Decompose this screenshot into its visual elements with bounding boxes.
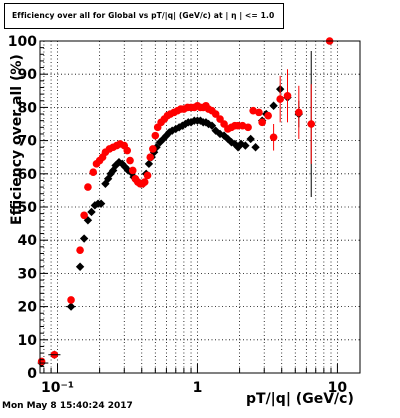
- data-point-black: [219, 131, 229, 140]
- data-point-red: [283, 91, 292, 100]
- y-tick-label: 100: [8, 34, 37, 50]
- data-point-red: [255, 108, 263, 117]
- data-point-black: [118, 159, 127, 169]
- x-tick-label: 10: [328, 380, 348, 396]
- data-point-black: [79, 234, 89, 243]
- title-box: Efficiency over all for Global vs pT/|q|…: [4, 3, 284, 29]
- data-point-red: [143, 171, 152, 180]
- x-axis-label: pT/|q| (GeV/c): [246, 391, 354, 407]
- y-tick-label: 80: [18, 100, 38, 116]
- series-black-diamonds: [37, 50, 316, 368]
- data-point-red: [249, 106, 257, 115]
- x-tick-label: 1: [193, 380, 203, 396]
- grid-layer: [40, 41, 360, 373]
- data-point-red: [128, 166, 137, 175]
- y-tick-label: 50: [18, 200, 38, 216]
- data-point-black: [159, 134, 168, 144]
- data-point-red: [84, 183, 92, 191]
- timestamp: Mon May 8 15:40:24 2017: [2, 401, 133, 411]
- data-point-black: [111, 161, 120, 170]
- x-tick-label: 10⁻¹: [41, 380, 74, 396]
- data-point-black: [90, 201, 100, 210]
- data-point-black: [103, 174, 113, 183]
- data-point-black: [174, 123, 184, 132]
- plot-frame: [39, 40, 361, 374]
- y-tick-label: 10: [18, 333, 38, 349]
- data-point-red: [307, 120, 316, 128]
- data-point-red: [258, 118, 266, 127]
- data-point-red: [269, 133, 278, 142]
- series-red-circles: [37, 37, 334, 366]
- data-point-red: [264, 111, 272, 120]
- data-point-red: [126, 156, 134, 165]
- data-point-red: [140, 178, 149, 186]
- axis-layer: 0 10 20 30 40 50 60 70 80 90 100 10⁻¹ 1 10: [8, 34, 361, 396]
- y-tick-label: 40: [18, 233, 38, 249]
- y-tick-label: 60: [18, 167, 38, 183]
- data-point-black: [144, 159, 154, 169]
- data-point-red: [276, 95, 284, 103]
- data-point-black: [121, 162, 130, 172]
- data-point-red: [76, 246, 84, 254]
- data-point-red: [67, 296, 75, 304]
- data-point-red: [149, 145, 157, 153]
- y-axis-label: Efficiency over all (%): [9, 54, 25, 225]
- data-point-red: [80, 211, 88, 220]
- y-tick-label: 90: [18, 67, 38, 83]
- data-point-black: [96, 199, 106, 208]
- data-point-black: [241, 141, 250, 150]
- data-point-black: [75, 262, 85, 271]
- y-tick-label: 20: [18, 300, 38, 316]
- data-point-red: [211, 110, 220, 118]
- y-tick-label: 70: [18, 134, 38, 150]
- series-layer: [37, 37, 334, 368]
- data-point-red: [37, 357, 46, 366]
- y-tick-label: 30: [18, 266, 38, 282]
- data-point-black: [171, 124, 180, 134]
- data-point-black: [269, 101, 278, 110]
- data-point-black: [223, 134, 233, 144]
- data-point-red: [89, 168, 98, 176]
- data-point-red: [146, 153, 155, 161]
- data-point-red: [151, 131, 160, 140]
- data-point-black: [246, 134, 255, 144]
- data-point-black: [201, 118, 211, 127]
- y-tick-label: 0: [27, 366, 37, 382]
- chart-title: Efficiency over all for Global vs pT/|q|…: [12, 11, 275, 20]
- data-point-black: [251, 143, 260, 152]
- data-point-red: [123, 146, 132, 155]
- data-point-black: [207, 121, 217, 130]
- data-point-black: [204, 119, 213, 129]
- data-point-red: [295, 108, 303, 117]
- data-point-black: [83, 216, 93, 225]
- data-point-black: [87, 207, 96, 217]
- data-point-red: [244, 123, 252, 132]
